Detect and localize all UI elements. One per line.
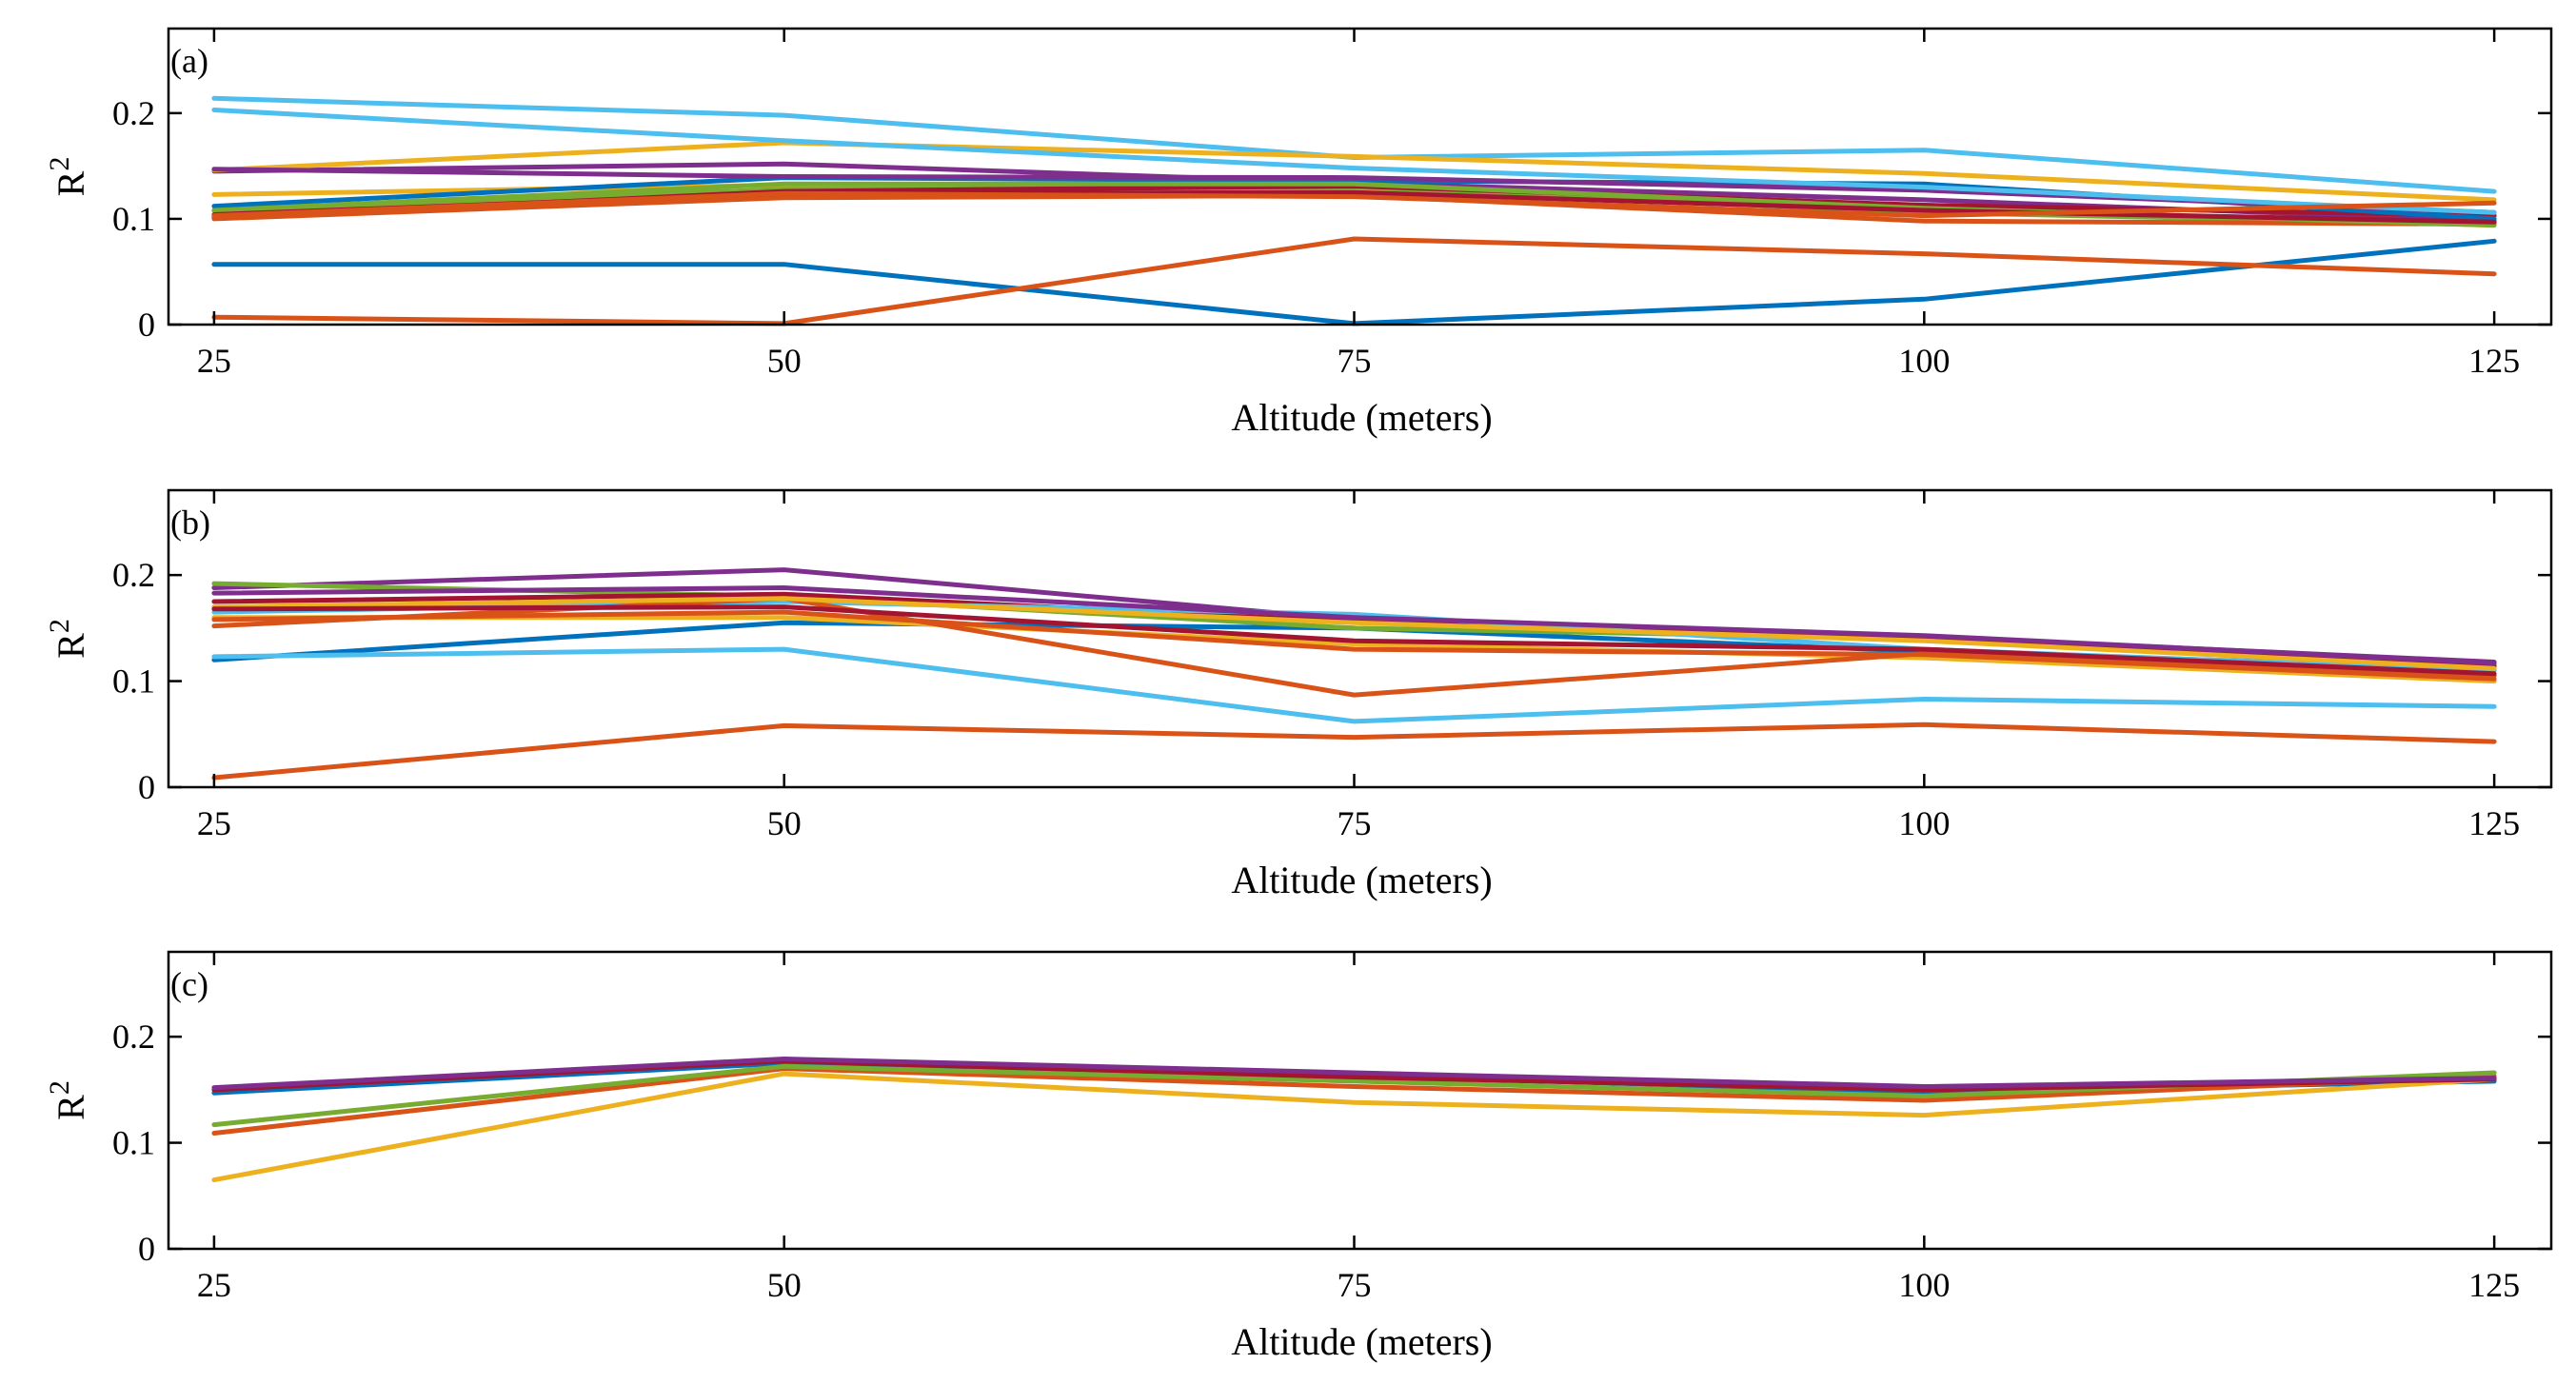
x-tick-label: 75 <box>1338 1266 1372 1304</box>
x-tick-label: 25 <box>197 342 231 380</box>
x-axis-label: Altitude (meters) <box>1231 859 1492 901</box>
series-line-1-13 <box>211 108 2497 215</box>
x-tick-label: 50 <box>767 804 802 842</box>
panel-3: 25 50 75 100 125 0 0.1 0.2 Altitude (meters) R2 (c… <box>44 950 2553 1363</box>
x-tick-label: 125 <box>2468 342 2520 380</box>
series-line-2-10 <box>211 596 2497 671</box>
x-tick-label: 125 <box>2468 804 2520 842</box>
x-axis-label: Altitude (meters) <box>1231 396 1492 439</box>
y-tick-label: 0.1 <box>112 200 155 238</box>
panel-2: 25 50 75 100 125 0 0.1 0.2 Altitude (meters) R2 (b… <box>44 488 2553 901</box>
y-axis-label: R2 <box>44 157 92 197</box>
y-axis-label-base: R <box>50 1095 92 1120</box>
plot-frame <box>167 27 2553 326</box>
x-tick-label: 25 <box>197 1266 231 1304</box>
x-tick-label: 100 <box>1898 342 1950 380</box>
plot-frame <box>167 488 2553 789</box>
x-tick-label: 100 <box>1898 1266 1950 1304</box>
y-axis-label-base: R <box>50 170 92 196</box>
panel-1: 25 50 75 100 125 0 0.1 0.2 Altitude (meters) R2 (a… <box>44 27 2553 439</box>
x-tick-label: 50 <box>767 342 802 380</box>
y-axis-label-superscript: 2 <box>44 157 75 171</box>
series-line-3-6 <box>211 1057 2497 1091</box>
x-tick-label: 50 <box>767 1266 802 1304</box>
series-line-2-6 <box>211 646 2497 724</box>
y-tick-label: 0.2 <box>112 94 155 132</box>
series-line-1-1 <box>211 238 2497 326</box>
series-line-2-3 <box>211 615 2497 684</box>
series-line-2-11 <box>211 585 2497 666</box>
series-line-2-12 <box>211 604 2497 677</box>
y-axis-label-superscript: 2 <box>44 1080 75 1095</box>
y-tick-label: 0 <box>138 1230 155 1268</box>
panel-label: (a) <box>170 42 208 80</box>
y-tick-label: 0.1 <box>112 662 155 701</box>
y-tick-label: 0.2 <box>112 1018 155 1056</box>
series-line-1-2 <box>211 236 2497 326</box>
y-tick-label: 0 <box>138 306 155 344</box>
y-axis-label: R2 <box>44 1080 92 1120</box>
y-axis-label: R2 <box>44 619 92 659</box>
x-tick-label: 100 <box>1898 804 1950 842</box>
x-axis-label: Altitude (meters) <box>1231 1320 1492 1363</box>
x-tick-label: 75 <box>1338 804 1372 842</box>
panel-label: (b) <box>170 504 210 542</box>
panel-label: (c) <box>170 965 208 1003</box>
x-tick-label: 125 <box>2468 1266 2520 1304</box>
x-tick-label: 75 <box>1338 342 1372 380</box>
y-tick-label: 0.1 <box>112 1124 155 1162</box>
series-line-1-15 <box>211 190 2497 219</box>
series-line-3-3 <box>211 1071 2497 1183</box>
series-line-2-13 <box>211 609 2497 682</box>
y-tick-label: 0 <box>138 768 155 806</box>
y-axis-label-superscript: 2 <box>44 619 75 633</box>
series-line-3-2 <box>211 1066 2497 1136</box>
x-tick-label: 25 <box>197 804 231 842</box>
y-axis-label-base: R <box>50 633 92 659</box>
series-line-1-10 <box>211 140 2497 203</box>
series-line-2-2 <box>211 722 2497 781</box>
plot-frame <box>167 950 2553 1251</box>
y-tick-label: 0.2 <box>112 556 155 594</box>
